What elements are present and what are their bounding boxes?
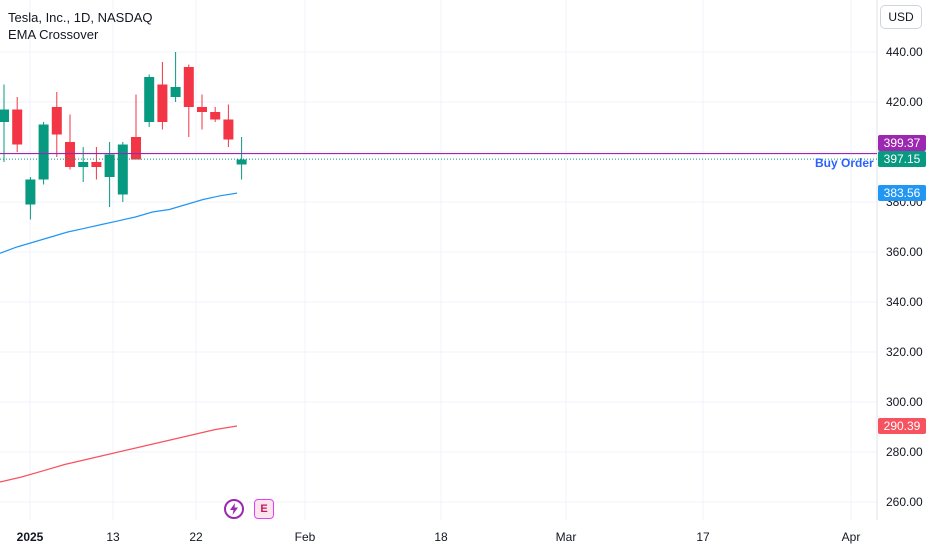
candle [78, 147, 89, 182]
last-price-badge: 397.15 [878, 151, 926, 167]
candle [144, 74, 155, 127]
candle-body [65, 142, 75, 167]
candle [65, 114, 75, 170]
dividends-icon[interactable] [224, 499, 244, 519]
candle [223, 104, 234, 147]
candle [104, 142, 115, 207]
candle-body [25, 179, 36, 205]
ema-long-badge: 290.39 [878, 418, 926, 434]
candle-body [157, 84, 168, 122]
price-tick-label: 340.00 [886, 295, 923, 309]
candle-body [170, 87, 181, 97]
time-tick-label: 2025 [16, 530, 44, 544]
candle [170, 52, 181, 102]
candle-body [197, 107, 207, 112]
candle-body [210, 112, 221, 120]
price-tick-label: 360.00 [886, 245, 923, 259]
price-tick-label: 420.00 [886, 95, 923, 109]
candle-body [12, 109, 23, 145]
candle [91, 147, 102, 180]
candle-body [131, 137, 141, 160]
candle-body [144, 77, 155, 122]
candle [0, 84, 9, 162]
candle [25, 177, 36, 220]
candle-body [104, 154, 115, 177]
candle-body [0, 109, 9, 122]
currency-button[interactable]: USD [880, 5, 922, 29]
time-tick-label: Apr [841, 530, 861, 544]
time-tick-label: 13 [106, 530, 120, 544]
indicator-name[interactable]: EMA Crossover [8, 27, 99, 42]
symbol-title: Tesla, Inc., 1D, NASDAQ [8, 10, 153, 25]
earnings-icon[interactable]: E [254, 499, 274, 519]
lightning-icon [230, 503, 238, 515]
candle [131, 94, 141, 160]
ema-long-line [0, 425, 238, 483]
price-tick-label: 260.00 [886, 495, 923, 509]
candle-body [78, 162, 89, 167]
candle-body [236, 159, 247, 165]
chart-header: Tesla, Inc., 1D, NASDAQ EMA Crossover [8, 9, 153, 43]
price-tick-label: 280.00 [886, 445, 923, 459]
chart-grid [0, 0, 877, 520]
candle-body [117, 144, 128, 195]
buy-order-label[interactable]: Buy Order [815, 156, 874, 170]
price-tick-label: 300.00 [886, 395, 923, 409]
ema-short-badge: 383.56 [878, 185, 926, 201]
time-tick-label: 22 [189, 530, 203, 544]
candle [51, 92, 62, 157]
candles [0, 52, 247, 220]
candle [183, 64, 194, 137]
candle [197, 94, 207, 130]
candle-body [223, 119, 234, 140]
candle [236, 137, 247, 180]
candle-body [91, 162, 102, 167]
candle-body [38, 124, 49, 180]
candle [117, 142, 128, 202]
candle [210, 107, 221, 122]
time-tick-label: 18 [434, 530, 448, 544]
price-tick-label: 440.00 [886, 45, 923, 59]
time-tick-label: Mar [555, 530, 577, 544]
time-tick-label: 17 [696, 530, 710, 544]
candle-body [183, 67, 194, 107]
candle [157, 62, 168, 130]
candle-body [51, 107, 62, 135]
candle [12, 97, 23, 152]
time-tick-label: Feb [294, 530, 316, 544]
price-line-badge: 399.37 [878, 135, 926, 151]
ema-short-line [0, 192, 238, 254]
price-tick-label: 320.00 [886, 345, 923, 359]
